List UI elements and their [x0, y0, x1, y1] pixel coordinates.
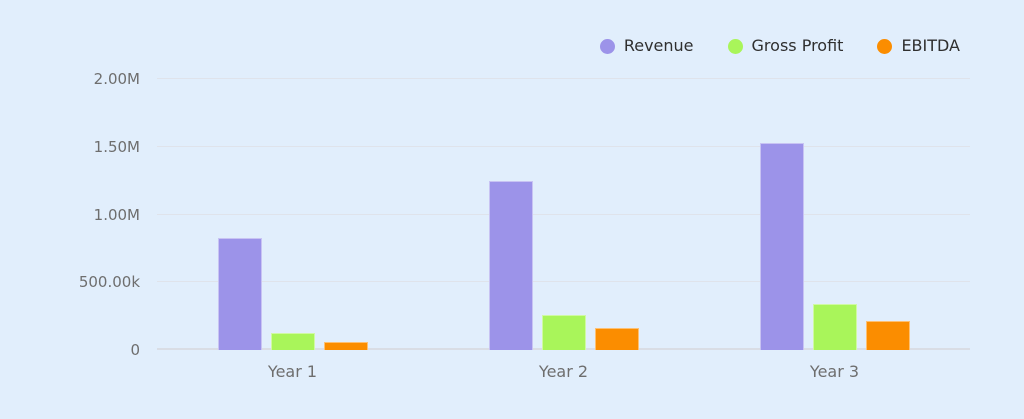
chart-legend: Revenue Gross Profit EBITDA [599, 36, 960, 56]
legend-item-label: Revenue [623, 36, 694, 55]
bar-gross-profit-year-3[interactable] [812, 303, 857, 350]
gridline [157, 78, 970, 79]
bar-revenue-year-2[interactable] [488, 180, 533, 350]
x-axis-label: Year 1 [267, 362, 318, 381]
bar-revenue-year-1[interactable] [217, 237, 262, 350]
legend-color-dot-icon [599, 38, 615, 54]
legend-color-dot-icon [877, 38, 893, 54]
legend-item-revenue[interactable]: Revenue [599, 36, 694, 56]
y-axis-tick-label: 2.00M [93, 70, 140, 88]
y-axis-tick-label: 0 [130, 341, 140, 359]
gridline [157, 281, 970, 283]
legend-item-gross-profit[interactable]: Gross Profit [727, 36, 844, 56]
legend-item-label: Gross Profit [751, 36, 844, 55]
bar-revenue-year-3[interactable] [759, 142, 804, 350]
gridline [157, 213, 970, 215]
legend-item-ebitda[interactable]: EBITDA [877, 36, 960, 56]
bar-ebitda-year-2[interactable] [594, 328, 639, 350]
x-axis-label: Year 3 [809, 362, 860, 381]
y-axis-tick-label: 1.00M [93, 205, 140, 224]
y-axis-tick-label: 1.50M [93, 137, 140, 156]
plot-area [157, 78, 970, 350]
y-axis-tick-label: 500.00k [78, 273, 140, 292]
legend-item-label: EBITDA [901, 36, 960, 55]
gridline [157, 145, 970, 147]
bar-gross-profit-year-1[interactable] [270, 333, 315, 350]
x-axis-label: Year 2 [538, 362, 589, 381]
bar-gross-profit-year-2[interactable] [541, 314, 586, 350]
bar-ebitda-year-1[interactable] [323, 341, 368, 350]
legend-color-dot-icon [727, 38, 743, 54]
bar-ebitda-year-3[interactable] [865, 320, 910, 350]
